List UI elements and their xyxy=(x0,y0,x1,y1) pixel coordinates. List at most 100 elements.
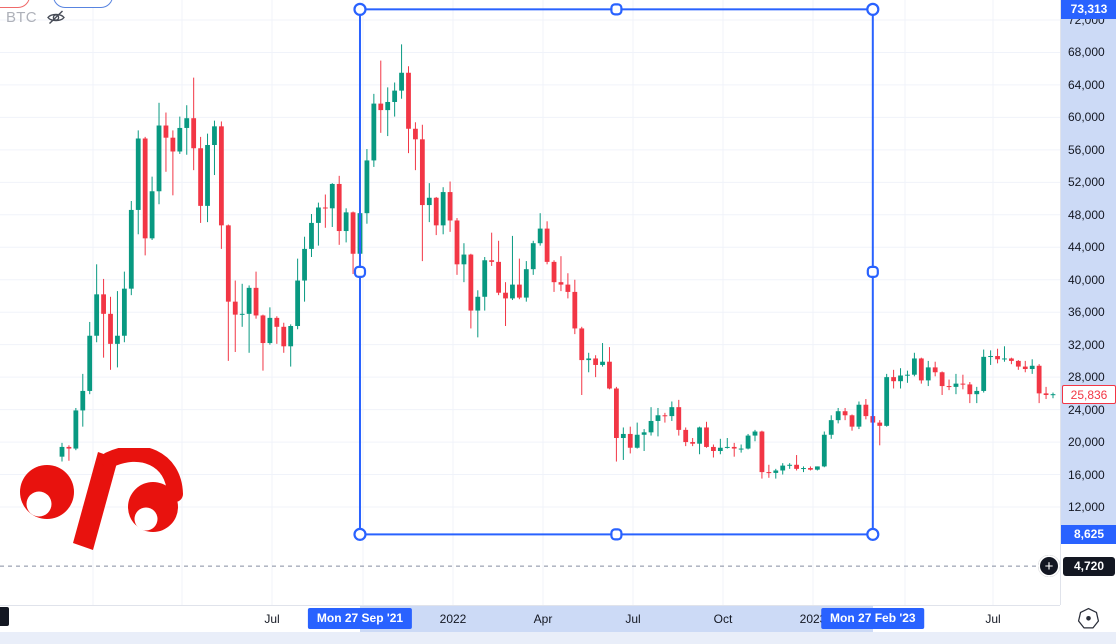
candle-body xyxy=(274,317,280,327)
candle-body xyxy=(1015,360,1021,367)
candle-body xyxy=(828,420,834,435)
candle-body xyxy=(821,434,827,467)
candle-body xyxy=(884,377,890,426)
candle-body xyxy=(662,415,668,417)
candle-body xyxy=(932,367,938,373)
candle-body xyxy=(447,192,453,221)
candle-body xyxy=(378,103,384,111)
candle-body xyxy=(142,138,148,239)
candle-body xyxy=(939,372,945,387)
time-tick-label: Jul xyxy=(985,612,1001,626)
price-tick-label: 16,000 xyxy=(1068,467,1105,482)
candle-body xyxy=(918,358,924,381)
candlestick-chart[interactable] xyxy=(0,0,1060,605)
candle-body xyxy=(108,313,113,344)
axis-settings-heptagon-icon[interactable] xyxy=(1077,607,1100,630)
candle-body xyxy=(419,139,425,206)
time-axis[interactable]: Jul 2022 Apr Jul Oct 2023 Jul Mon 27 Sep '21 M… xyxy=(0,605,1116,632)
candle-body xyxy=(336,183,342,232)
candle-body xyxy=(717,447,723,451)
price-axis[interactable]: 72,000 68,000 64,000 60,000 56,000 52,000 48,0… xyxy=(1060,0,1116,605)
candle-body xyxy=(697,427,702,444)
candle-body xyxy=(433,197,439,226)
candle-body xyxy=(1009,358,1014,361)
time-tick-label: 2022 xyxy=(439,612,467,626)
candle-body xyxy=(565,284,571,292)
candle-body xyxy=(322,207,328,209)
selection-low-price-badge: 8,625 xyxy=(1061,524,1116,544)
price-axis-selection-highlight xyxy=(1061,0,1116,545)
candle-body xyxy=(295,280,301,326)
selection-edge-handle[interactable] xyxy=(610,3,623,16)
candle-body xyxy=(232,301,238,315)
candle-body xyxy=(738,448,744,450)
candle-body xyxy=(544,228,550,262)
candle-body xyxy=(59,446,65,457)
price-tick-label: 20,000 xyxy=(1068,435,1105,450)
candle-body xyxy=(454,220,460,265)
cutoff-badge-fragment xyxy=(0,607,9,626)
candle-body xyxy=(780,465,786,471)
candle-body xyxy=(350,212,356,254)
time-tick-label: Oct xyxy=(713,612,733,626)
candle-body xyxy=(316,207,321,223)
candle-body xyxy=(911,358,917,375)
time-tick-label: Apr xyxy=(533,612,553,626)
chart-canvas[interactable] xyxy=(0,0,1060,605)
time-axis-selection-highlight xyxy=(359,606,873,632)
candle-body xyxy=(468,254,474,311)
candle-body xyxy=(537,228,543,244)
selection-corner-handle[interactable] xyxy=(353,2,367,16)
candle-body xyxy=(66,446,72,449)
candle-body xyxy=(198,148,203,206)
price-tick-label: 60,000 xyxy=(1068,110,1105,125)
price-tick-label: 44,000 xyxy=(1068,240,1105,255)
toolbar-button-fragment-blue[interactable] xyxy=(53,0,113,8)
candle-body xyxy=(413,128,418,140)
selection-edge-handle[interactable] xyxy=(610,528,623,541)
selection-edge-handle[interactable] xyxy=(353,265,367,278)
candle-body xyxy=(343,212,349,232)
last-price-badge: 25,836 xyxy=(1062,385,1116,405)
price-tick-label: 24,000 xyxy=(1068,402,1105,417)
selection-edge-handle[interactable] xyxy=(866,265,879,278)
candle-body xyxy=(856,404,862,427)
candle-body xyxy=(87,335,93,391)
time-tick-label: Jul xyxy=(264,612,280,626)
selection-corner-handle[interactable] xyxy=(353,527,367,541)
candle-body xyxy=(683,429,689,443)
price-tick-label: 52,000 xyxy=(1068,175,1105,190)
candle-body xyxy=(267,317,273,344)
candle-body xyxy=(149,191,155,239)
add-alert-plus-icon[interactable]: + xyxy=(1038,555,1060,578)
price-tick-label: 64,000 xyxy=(1068,77,1105,92)
candle-body xyxy=(607,361,612,389)
candle-body xyxy=(177,127,183,152)
candle-body xyxy=(849,415,855,427)
candle-body xyxy=(801,468,806,470)
candle-body xyxy=(212,126,217,145)
selection-corner-handle[interactable] xyxy=(866,527,880,541)
time-tick-label: Jul xyxy=(625,612,641,626)
candle-body xyxy=(115,335,120,344)
candle-body xyxy=(572,291,578,329)
candle-body xyxy=(766,472,772,474)
candle-body xyxy=(842,411,848,416)
candle-body xyxy=(392,90,398,102)
candle-body xyxy=(676,407,682,430)
candle-body xyxy=(399,72,404,91)
candle-body xyxy=(246,287,252,314)
candle-body xyxy=(974,390,980,395)
candle-body xyxy=(406,72,411,129)
symbol-label: BTC xyxy=(6,9,37,26)
candle-body xyxy=(496,261,501,293)
selection-corner-handle[interactable] xyxy=(866,2,880,16)
candle-body xyxy=(94,294,100,336)
candle-body xyxy=(627,433,633,448)
eye-hidden-icon[interactable] xyxy=(46,9,66,26)
candle-body xyxy=(614,388,619,439)
candle-body xyxy=(600,361,605,365)
candle-body xyxy=(218,126,224,226)
candle-body xyxy=(503,292,508,299)
candle-body xyxy=(808,468,813,470)
